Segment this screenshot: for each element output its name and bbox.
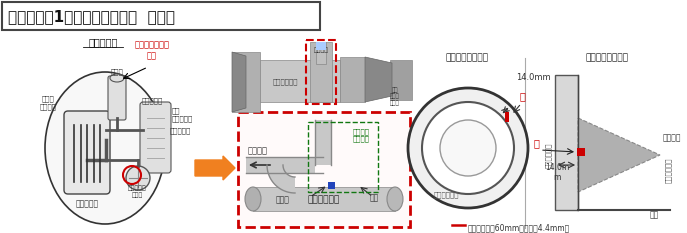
Bar <box>577 148 585 156</box>
Bar <box>238 112 410 227</box>
Bar <box>308 122 378 192</box>
Circle shape <box>408 88 528 208</box>
Bar <box>328 182 335 189</box>
Text: 溶接部: 溶接部 <box>276 195 290 204</box>
Text: １次冷却材
ポンプ: １次冷却材 ポンプ <box>128 186 146 198</box>
Bar <box>316 42 326 64</box>
Circle shape <box>126 166 150 190</box>
Text: 当該配管
取替箇所: 当該配管 取替箇所 <box>353 128 370 142</box>
Text: 断面図（上面図）: 断面図（上面図） <box>445 53 488 62</box>
FancyArrow shape <box>195 156 235 180</box>
Circle shape <box>440 120 496 176</box>
Text: 傷: 傷 <box>519 91 526 101</box>
Bar <box>260 60 340 102</box>
Bar <box>253 187 395 211</box>
Text: 原子炉容器: 原子炉容器 <box>76 199 98 208</box>
Text: 系統概要図: 系統概要図 <box>89 37 117 47</box>
Text: 14.0mm: 14.0mm <box>516 73 550 82</box>
Ellipse shape <box>387 187 403 211</box>
Text: １次
冷却材
ポンプ: １次 冷却材 ポンプ <box>390 87 400 106</box>
Polygon shape <box>232 52 246 112</box>
Bar <box>390 60 412 100</box>
Bar <box>2 2 320 30</box>
Text: 加圧器へ: 加圧器へ <box>248 146 268 155</box>
Ellipse shape <box>245 187 261 211</box>
Text: タービンへ: タービンへ <box>172 115 193 122</box>
Ellipse shape <box>110 74 124 82</box>
Bar <box>246 157 315 173</box>
Text: 断面図（横面図）: 断面図（横面図） <box>585 53 629 62</box>
Text: （配管内側）: （配管内側） <box>545 142 552 168</box>
Text: 蒸気: 蒸気 <box>172 107 181 114</box>
Polygon shape <box>365 57 392 102</box>
Bar <box>310 42 332 102</box>
FancyBboxPatch shape <box>140 102 171 173</box>
FancyBboxPatch shape <box>108 76 126 120</box>
Text: 加圧器スプレイ
配管: 加圧器スプレイ 配管 <box>135 41 170 60</box>
Text: 溶接金属: 溶接金属 <box>663 133 682 142</box>
Text: 加圧器へ: 加圧器へ <box>313 47 328 53</box>
Circle shape <box>422 102 514 194</box>
Text: （配管内側）: （配管内側） <box>433 191 459 198</box>
Bar <box>232 52 260 112</box>
Text: （配管外側）: （配管外側） <box>665 157 671 183</box>
Bar <box>340 57 365 102</box>
Text: 傷: 傷 <box>534 138 540 148</box>
Bar <box>306 40 336 104</box>
Bar <box>316 42 326 50</box>
Text: 管台: 管台 <box>370 193 379 202</box>
FancyBboxPatch shape <box>64 111 110 194</box>
Bar <box>315 120 331 165</box>
Text: 大飯３号機1次系配管の傷発生  概要図: 大飯３号機1次系配管の傷発生 概要図 <box>8 10 175 24</box>
Text: 14.0m
m: 14.0m m <box>545 163 569 182</box>
Text: １次冷却材管: １次冷却材管 <box>308 195 340 205</box>
Bar <box>555 75 578 210</box>
Text: 114.3mm: 114.3mm <box>438 151 478 160</box>
Text: 蒸気発生器: 蒸気発生器 <box>142 97 163 104</box>
Text: ２次冷却水: ２次冷却水 <box>170 127 191 134</box>
Text: 加圧器: 加圧器 <box>111 68 124 75</box>
Bar <box>506 112 509 122</box>
Text: 原子炉
格納容器: 原子炉 格納容器 <box>39 95 56 110</box>
Polygon shape <box>578 118 660 192</box>
Ellipse shape <box>45 72 165 224</box>
Text: １次冷却材管: １次冷却材管 <box>272 78 297 85</box>
Text: 60mm: 60mm <box>478 169 505 178</box>
Text: 管台: 管台 <box>650 210 660 219</box>
Polygon shape <box>267 165 295 193</box>
Text: －：傷（長さ60mm、深さ：4.4mm）: －：傷（長さ60mm、深さ：4.4mm） <box>468 223 570 233</box>
